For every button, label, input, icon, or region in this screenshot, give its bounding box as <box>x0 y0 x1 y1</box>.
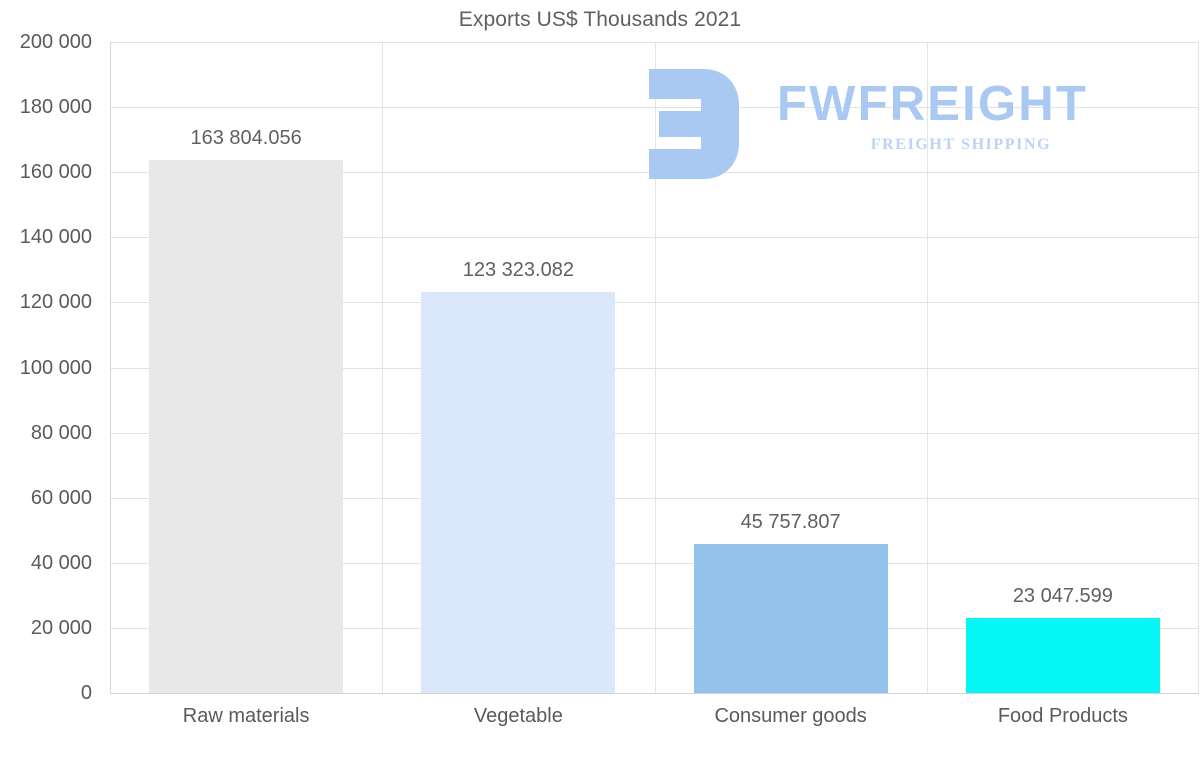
y-axis-tick-label: 200 000 <box>19 31 92 53</box>
y-axis-tick-label: 180 000 <box>19 96 92 119</box>
gridline <box>110 693 1199 694</box>
chart-title: Exports US$ Thousands 2021 <box>458 8 742 31</box>
x-axis-category-label: Consumer goods <box>714 705 867 727</box>
y-axis-tick-label: 120 000 <box>19 291 92 314</box>
bar[interactable] <box>693 544 888 693</box>
bar-value-label: 123 323.082 <box>462 258 574 281</box>
y-axis-tick-label: 40 000 <box>30 551 92 574</box>
y-axis-tick-label: 160 000 <box>19 161 92 184</box>
category-separator <box>382 42 384 693</box>
x-axis-category-label: Food Products <box>997 705 1128 727</box>
category-separator <box>1198 42 1199 693</box>
y-axis-tick-label: 20 000 <box>30 616 92 639</box>
category-separator <box>926 42 928 693</box>
y-axis-tick-label: 0 <box>80 682 92 704</box>
x-axis-category-label: Raw materials <box>182 705 310 727</box>
y-axis-tick-label: 140 000 <box>19 226 92 249</box>
bar-value-label: 163 804.056 <box>190 126 302 149</box>
y-axis-line <box>110 42 111 693</box>
x-axis-category-label: Vegetable <box>473 705 563 727</box>
bar-value-label: 45 757.807 <box>740 511 841 534</box>
y-axis-tick-label: 60 000 <box>30 486 92 509</box>
category-separator <box>654 42 656 693</box>
plot-area <box>110 42 1199 694</box>
bar-value-label: 23 047.599 <box>1012 584 1113 607</box>
y-axis-tick-label: 100 000 <box>19 356 92 379</box>
bar[interactable] <box>965 617 1160 693</box>
bar[interactable] <box>149 159 344 693</box>
bar[interactable] <box>421 291 616 693</box>
y-axis-tick-label: 80 000 <box>30 421 92 444</box>
